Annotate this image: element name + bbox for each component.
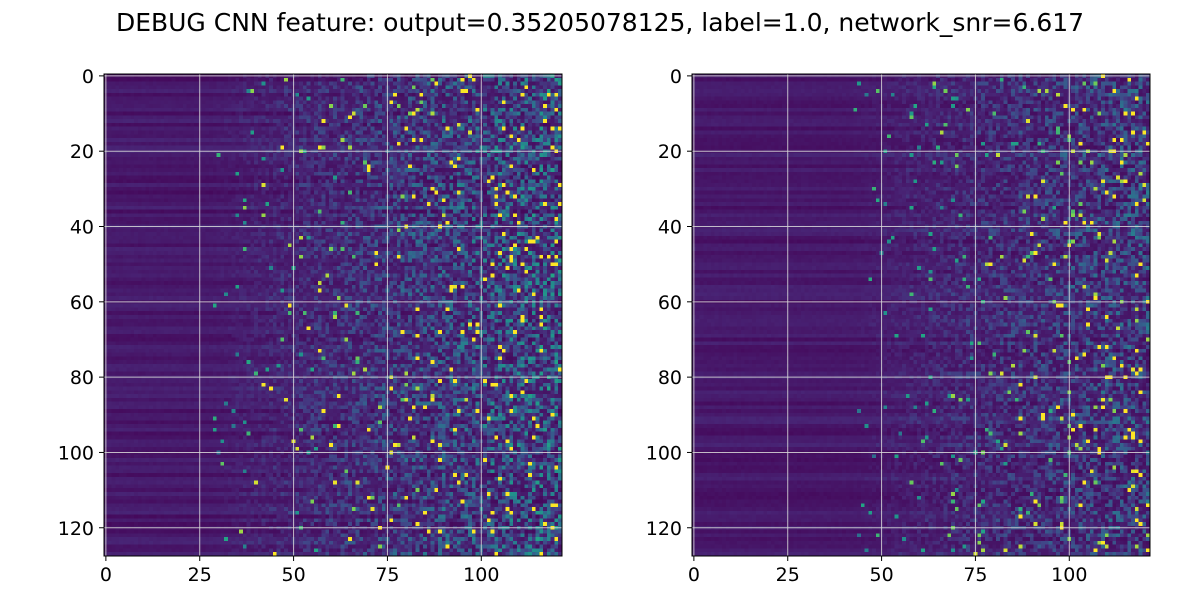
axes-frame [103,73,563,557]
y-tick-label: 40 [70,217,94,239]
x-tick-label: 25 [776,564,800,586]
y-tick-label: 80 [70,367,94,389]
figure-title: DEBUG CNN feature: output=0.35205078125,… [115,8,1085,37]
x-tick-label: 25 [188,564,212,586]
y-tick-label: 60 [70,292,94,314]
axes-frame [691,73,1151,557]
y-tick-label: 60 [658,292,682,314]
y-tick-label: 100 [58,442,94,464]
heatmap-left: 0 25 50 75 100 0 20 40 60 80 100 120 [58,66,563,586]
y-tick-label: 20 [70,141,94,163]
y-tick-label: 80 [658,367,682,389]
x-tick-label: 75 [375,564,399,586]
x-tick-label: 75 [963,564,987,586]
x-tick-label: 50 [281,564,305,586]
y-tick-label: 120 [646,518,682,540]
x-tick-label: 100 [463,564,499,586]
heatmap-raster [104,74,562,556]
heatmap-right: 0 25 50 75 100 0 20 40 60 80 100 120 [646,66,1151,586]
y-tick-label: 0 [670,66,682,88]
y-tick-label: 120 [58,518,94,540]
heatmap-raster [692,74,1150,556]
y-tick-label: 20 [658,141,682,163]
y-tick-label: 40 [658,217,682,239]
x-tick-label: 0 [688,564,700,586]
x-tick-label: 0 [100,564,112,586]
y-tick-label: 100 [646,442,682,464]
y-tick-label: 0 [82,66,94,88]
x-tick-label: 50 [869,564,893,586]
x-tick-label: 100 [1051,564,1087,586]
